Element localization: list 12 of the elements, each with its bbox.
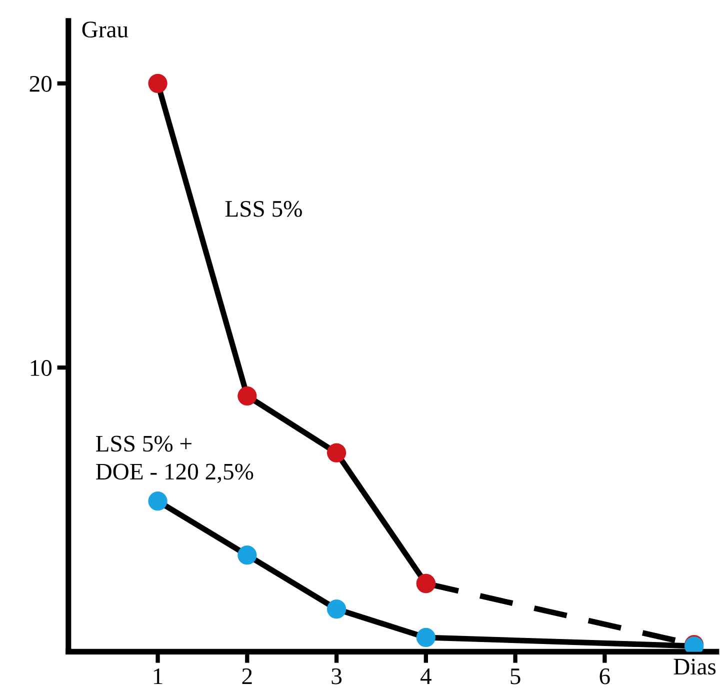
series-label: LSS 5% (225, 200, 302, 217)
x-tick-label: 3 (332, 668, 342, 684)
x-tick-label: 2 (242, 668, 252, 684)
x-tick-label: 1 (154, 668, 162, 684)
y-tick-label: 10 (30, 360, 52, 376)
x-tick-label: 4 (420, 668, 432, 684)
series-label: LSS 5% + DOE - 120 2,5% (96, 436, 254, 484)
x-tick-label: 5 (510, 668, 520, 684)
y-tick-label: 20 (30, 76, 52, 92)
x-tick-label: 6 (600, 668, 610, 684)
y-axis-title: Grau (82, 22, 128, 38)
x-axis-title: Dias (674, 658, 716, 675)
